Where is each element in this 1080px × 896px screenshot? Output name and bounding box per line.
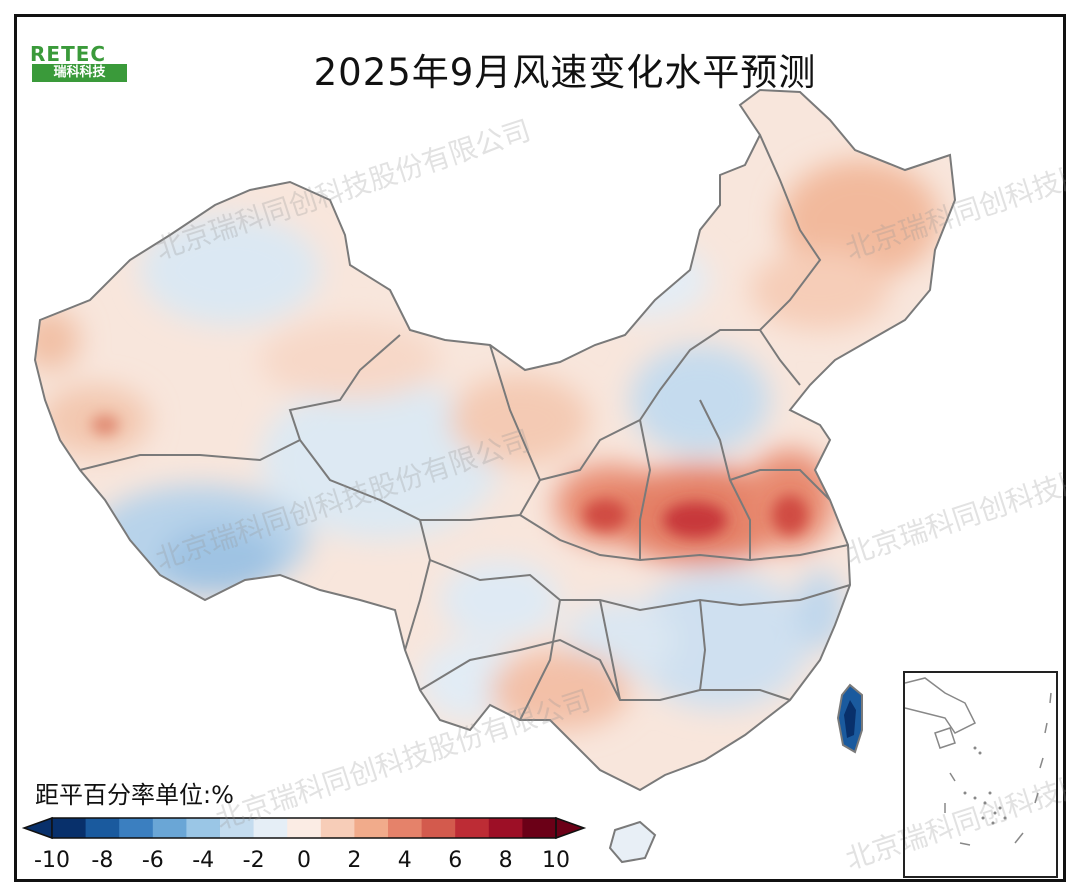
taiwan-island (836, 683, 863, 754)
colorbar-swatch (421, 818, 456, 838)
colorbar-swatch (119, 818, 154, 838)
colorbar-swatch (186, 818, 221, 838)
colorbar-max-extend (555, 816, 587, 840)
legend-unit-label: 距平百分率单位:% (35, 781, 234, 809)
colorbar-swatch (522, 818, 557, 838)
colorbar-tick-label: -10 (34, 848, 70, 873)
colorbar-tick-label: 0 (297, 848, 311, 873)
colorbar-swatch (220, 818, 255, 838)
colorbar-swatch (320, 818, 355, 838)
colorbar-tick-label: -8 (91, 848, 114, 873)
colorbar-tick-label: 8 (498, 848, 513, 873)
colorbar-swatch (85, 818, 120, 838)
colorbar-min-extend (21, 816, 53, 840)
colorbar-outline (51, 817, 557, 839)
hainan-island (608, 820, 657, 864)
colorbar-tick-label: 10 (542, 848, 570, 873)
legend-colorbar (21, 816, 587, 840)
colorbar-swatch (287, 818, 322, 838)
logo-subtitle: 瑞科科技 (32, 64, 127, 82)
colorbar-swatch (455, 818, 490, 838)
colorbar-tick-label: -6 (141, 848, 164, 873)
colorbar-swatch (354, 818, 389, 838)
south-china-sea-inset (903, 671, 1058, 878)
colorbar-swatch (253, 818, 288, 838)
page-title: 2025年9月风速变化水平预测 (313, 51, 817, 94)
colorbar-tick-label: 6 (448, 848, 463, 873)
colorbar-tick-label: -4 (192, 848, 215, 873)
colorbar-tick-label: 4 (397, 848, 412, 873)
colorbar-swatch (388, 818, 423, 838)
colorbar-swatch (488, 818, 523, 838)
inset-map (904, 677, 1052, 846)
colorbar-tick-label: 2 (347, 848, 362, 873)
logo-brand: RETEC (30, 42, 107, 66)
colorbar-swatch (152, 818, 187, 838)
province-borders (34, 89, 956, 791)
colorbar-swatch (52, 818, 87, 838)
colorbar-tick-label: -2 (242, 848, 265, 873)
